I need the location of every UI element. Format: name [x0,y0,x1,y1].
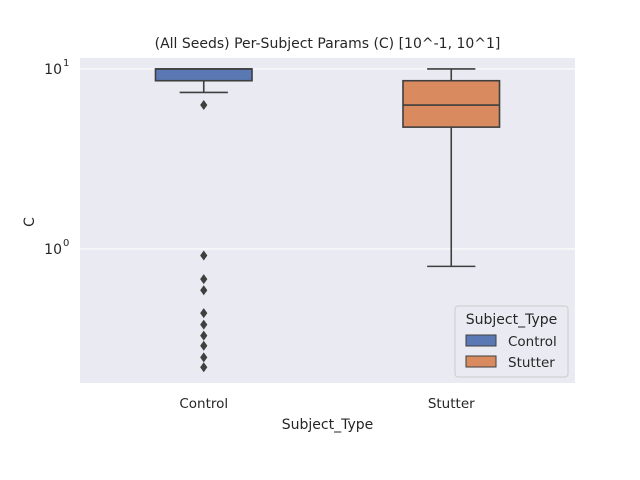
chart-title: (All Seeds) Per-Subject Params (C) [10^-… [155,36,501,52]
outlier-control-6 [200,330,208,341]
boxes-layer [154,68,501,373]
outlier-control-5 [200,319,208,330]
legend-label-stutter: Stutter [508,355,555,371]
outlier-control-2 [200,274,208,285]
y-axis-label: C [22,217,38,227]
y-tick-label-1: 10 [44,62,62,78]
box-stutter [402,79,501,128]
y-tick-exponent-0: 0 [63,238,69,249]
y-tick-label-0: 10 [44,242,62,258]
outlier-control-1 [200,250,208,261]
box-control [154,68,253,82]
x-tick-label-0: Control [179,396,228,412]
outlier-control-0 [200,100,208,111]
outlier-control-8 [200,352,208,363]
legend-title: Subject_Type [466,312,558,328]
x-tick-labels: Control Stutter [179,396,475,412]
legend: Subject_Type Control Stutter [454,305,569,378]
x-tick-label-1: Stutter [428,396,475,412]
legend-swatch-stutter [465,355,497,368]
x-axis-label: Subject_Type [282,417,374,433]
outlier-control-3 [200,285,208,296]
legend-label-control: Control [508,334,557,350]
outlier-control-7 [200,340,208,351]
legend-swatch-control [465,334,497,347]
outlier-control-4 [200,308,208,319]
y-tick-exponent-1: 1 [63,58,69,69]
outlier-control-9 [200,362,208,373]
